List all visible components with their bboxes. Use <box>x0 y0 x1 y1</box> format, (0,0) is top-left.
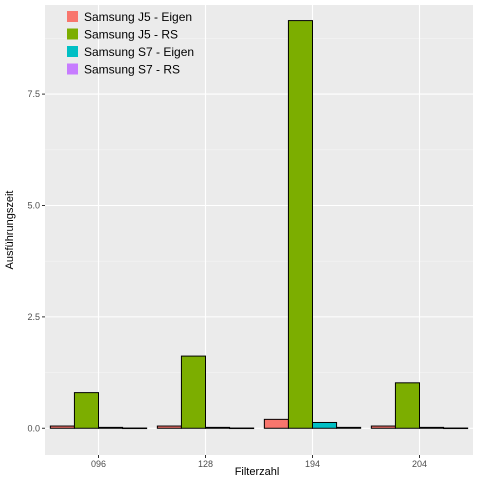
legend-label: Samsung J5 - RS <box>84 28 178 42</box>
x-tick-label: 096 <box>91 459 106 469</box>
y-tick-label: 7.5 <box>27 89 40 99</box>
bar-samsung-s7-eigen-128 <box>205 426 231 429</box>
bar-samsung-j5-rs-096 <box>73 392 100 429</box>
legend-key-samsung-j5-rs <box>67 28 78 40</box>
bar-samsung-j5-rs-204 <box>394 382 420 429</box>
bar-samsung-s7-rs-128 <box>229 427 255 430</box>
bar-samsung-j5-rs-194 <box>287 20 313 429</box>
legend-key-samsung-s7-eigen <box>67 46 78 57</box>
bar-samsung-j5-eigen-128 <box>156 425 182 429</box>
legend-label: Samsung J5 - Eigen <box>84 10 192 24</box>
bar-samsung-j5-eigen-194 <box>263 418 289 429</box>
x-axis-title: Filterzahl <box>235 466 280 478</box>
legend: Samsung J5 - Eigen Samsung J5 - RS Samsung… <box>67 10 194 77</box>
bar-samsung-s7-rs-194 <box>336 426 362 429</box>
bar-samsung-s7-eigen-096 <box>98 426 124 429</box>
bar-samsung-j5-rs-128 <box>180 355 207 429</box>
bar-samsung-s7-eigen-194 <box>312 421 338 429</box>
x-tick-label: 194 <box>305 459 320 469</box>
plot-panel <box>45 5 473 455</box>
bar-samsung-j5-eigen-204 <box>370 425 396 429</box>
bar-samsung-s7-eigen-204 <box>419 426 445 429</box>
y-tick-label: 0.0 <box>27 423 40 433</box>
bars <box>49 20 469 430</box>
bar-samsung-j5-eigen-096 <box>49 425 75 429</box>
bar-samsung-s7-rs-096 <box>122 427 148 430</box>
y-axis: 0.0 2.5 5.0 7.5 <box>27 89 45 433</box>
bar-samsung-s7-rs-204 <box>443 427 469 430</box>
y-tick-label: 5.0 <box>27 200 40 210</box>
x-tick-label: 204 <box>412 459 427 469</box>
x-tick-label: 128 <box>198 459 213 469</box>
legend-label: Samsung S7 - RS <box>84 63 180 77</box>
legend-key-samsung-j5-eigen <box>67 11 78 22</box>
x-axis: 096 128 194 204 <box>91 455 427 469</box>
legend-label: Samsung S7 - Eigen <box>84 45 194 59</box>
y-axis-title: Ausführungszeit <box>4 191 16 270</box>
y-tick-label: 2.5 <box>27 312 40 322</box>
legend-key-samsung-s7-rs <box>67 63 78 75</box>
